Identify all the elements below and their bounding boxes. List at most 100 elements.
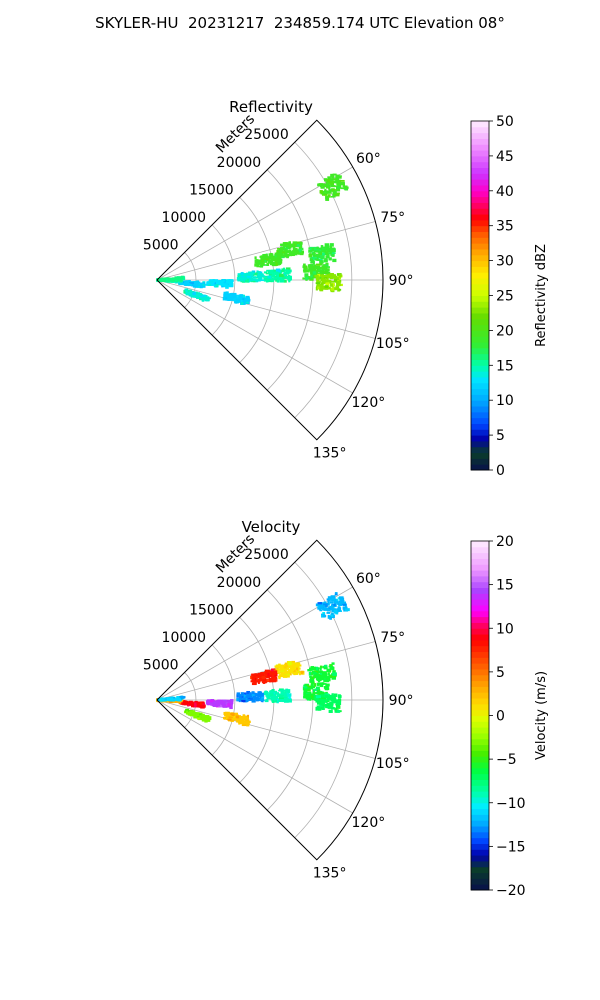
- colorbar-segment: [471, 376, 489, 384]
- echo-cluster: [250, 668, 278, 686]
- echo-gate: [323, 666, 328, 670]
- echo-gate: [321, 605, 326, 608]
- colorbar-segment: [471, 564, 489, 571]
- echo-gate: [335, 180, 338, 184]
- colorbar-tick-label: 40: [496, 184, 514, 200]
- echo-gate: [265, 698, 269, 702]
- echo-gate: [307, 693, 312, 698]
- echo-gate: [199, 717, 203, 720]
- echo-gate: [320, 249, 324, 252]
- echo-gate: [297, 252, 302, 255]
- echo-gate: [246, 275, 251, 278]
- echo-gate: [285, 267, 291, 271]
- echo-gate: [204, 718, 208, 723]
- echo-gate: [317, 602, 323, 605]
- echo-gate: [319, 609, 323, 612]
- echo-gate: [199, 702, 203, 705]
- echo-gate: [319, 698, 324, 703]
- colorbar-tick-label: 35: [496, 219, 514, 235]
- echo-gate: [308, 253, 313, 258]
- echo-gate: [265, 256, 271, 259]
- colorbar: −20 −15 −10 −5 0 5 10 15 20 Velocity (m/s): [470, 534, 549, 899]
- colorbar-segment: [471, 860, 489, 868]
- echo-gate: [201, 297, 205, 302]
- echo-gate: [266, 694, 271, 698]
- colorbar-segment: [471, 214, 489, 221]
- echo-gate: [244, 279, 249, 283]
- echo-gate: [288, 254, 293, 257]
- colorbar-segment: [471, 318, 489, 326]
- echo-gate: [292, 244, 296, 249]
- echo-gate: [323, 287, 328, 290]
- echo-gate: [251, 272, 255, 275]
- echo-gate: [287, 693, 292, 697]
- echo-gate: [327, 190, 332, 194]
- echo-gate: [302, 277, 308, 280]
- echo-gate: [210, 282, 215, 286]
- echo-gate: [330, 280, 335, 283]
- echo-gate: [252, 695, 256, 699]
- echo-gate: [254, 263, 260, 267]
- echo-gate: [288, 672, 292, 676]
- echo-gate: [337, 602, 340, 605]
- echo-gate: [333, 675, 337, 678]
- echo-gate: [236, 277, 242, 281]
- echo-gate: [340, 182, 344, 185]
- echo-gate: [338, 607, 342, 612]
- echo-gate: [331, 597, 336, 601]
- echo-gate: [327, 600, 330, 604]
- colorbar-segment: [471, 435, 489, 442]
- colorbar-tick-label: 20: [496, 534, 514, 550]
- echo-gate: [330, 253, 334, 257]
- echo-gate: [342, 183, 345, 188]
- echo-gate: [250, 696, 254, 699]
- colorbar-segment: [471, 266, 489, 273]
- echo-gate: [344, 606, 347, 609]
- echo-gate: [326, 268, 330, 272]
- azimuth-gridline: [156, 699, 376, 759]
- echo-gate: [293, 663, 297, 668]
- colorbar-tick-label: −20: [496, 883, 526, 899]
- echo-gate: [315, 603, 320, 607]
- echo-gate: [271, 696, 276, 701]
- echo-gate: [335, 188, 341, 192]
- echo-gate: [195, 292, 201, 296]
- echo-gate: [270, 278, 275, 283]
- echo-gate: [190, 710, 195, 715]
- echo-gate: [196, 705, 201, 708]
- echo-gate: [325, 602, 330, 606]
- echo-gate: [331, 612, 334, 616]
- echo-gate: [180, 696, 184, 699]
- echo-gate: [274, 252, 278, 256]
- echo-gate: [307, 685, 311, 688]
- echo-gate: [326, 245, 330, 249]
- echo-gate: [308, 671, 312, 676]
- echo-cluster: [236, 270, 266, 283]
- echo-gate: [195, 283, 199, 287]
- echo-gate: [280, 691, 285, 695]
- echo-gate: [296, 243, 301, 247]
- colorbar-segment: [471, 552, 489, 559]
- echo-gate: [283, 280, 287, 283]
- echo-gate: [277, 668, 282, 671]
- colorbar-segment: [471, 155, 489, 163]
- colorbar-segment: [471, 406, 489, 413]
- echo-gate: [320, 282, 324, 285]
- colorbar-segment: [471, 184, 489, 192]
- echo-gate: [320, 674, 325, 679]
- echo-gate: [281, 251, 285, 254]
- echo-gate: [259, 693, 264, 697]
- echo-gate: [161, 277, 165, 282]
- colorbar-segment: [471, 353, 489, 360]
- echo-gate: [298, 248, 303, 253]
- echo-gate: [251, 274, 255, 277]
- echo-gate: [246, 723, 249, 727]
- echo-gate: [323, 698, 327, 703]
- echo-gate: [325, 704, 330, 709]
- echo-gate: [336, 281, 341, 285]
- echo-gate: [291, 660, 295, 664]
- echo-gate: [321, 252, 325, 256]
- echo-gate: [320, 694, 325, 697]
- echo-gate: [317, 183, 321, 187]
- echo-gate: [263, 277, 269, 282]
